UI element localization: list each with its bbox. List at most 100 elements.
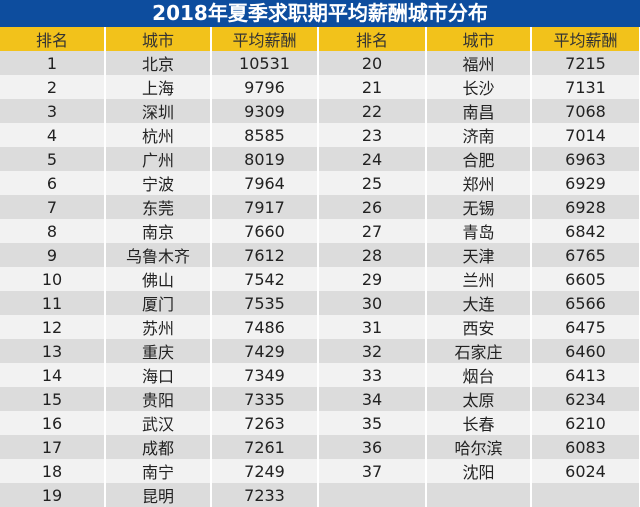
table-row: 13 重庆 7429 32 石家庄 6460 [0, 339, 640, 363]
cell-city: 济南 [426, 123, 532, 147]
cell-salary: 7486 [211, 315, 319, 339]
cell-salary: 6083 [531, 435, 640, 459]
cell-salary: 7263 [211, 411, 319, 435]
cell-rank: 19 [0, 483, 106, 507]
cell-rank: 7 [0, 195, 106, 219]
table-row: 12 苏州 7486 31 西安 6475 [0, 315, 640, 339]
table-row: 1 北京 10531 20 福州 7215 [0, 51, 640, 75]
cell-rank: 34 [318, 387, 427, 411]
cell-city: 苏州 [105, 315, 212, 339]
cell-city: 青岛 [426, 219, 532, 243]
cell-salary: 7660 [211, 219, 319, 243]
cell-rank: 36 [318, 435, 427, 459]
cell-city: 厦门 [105, 291, 212, 315]
cell-city: 长春 [426, 411, 532, 435]
cell-city: 哈尔滨 [426, 435, 532, 459]
header-rank: 排名 [0, 27, 106, 51]
table-row: 9 乌鲁木齐 7612 28 天津 6765 [0, 243, 640, 267]
cell-rank: 6 [0, 171, 106, 195]
cell-salary: 6842 [531, 219, 640, 243]
cell-salary: 7542 [211, 267, 319, 291]
cell-rank: 31 [318, 315, 427, 339]
cell-city: 长沙 [426, 75, 532, 99]
cell-city: 烟台 [426, 363, 532, 387]
cell-city: 深圳 [105, 99, 212, 123]
cell-rank: 23 [318, 123, 427, 147]
cell-salary: 7917 [211, 195, 319, 219]
cell-city: 上海 [105, 75, 212, 99]
table-row: 6 宁波 7964 25 郑州 6929 [0, 171, 640, 195]
cell-salary: 7335 [211, 387, 319, 411]
cell-city: 贵阳 [105, 387, 212, 411]
cell-city: 宁波 [105, 171, 212, 195]
cell-salary: 6210 [531, 411, 640, 435]
cell-city: 广州 [105, 147, 212, 171]
cell-city: 南昌 [426, 99, 532, 123]
cell-rank [318, 483, 427, 507]
cell-salary: 6475 [531, 315, 640, 339]
cell-city: 天津 [426, 243, 532, 267]
cell-rank: 28 [318, 243, 427, 267]
cell-salary: 6928 [531, 195, 640, 219]
cell-salary: 7261 [211, 435, 319, 459]
cell-salary: 6929 [531, 171, 640, 195]
cell-salary: 7429 [211, 339, 319, 363]
cell-salary: 6566 [531, 291, 640, 315]
cell-city: 无锡 [426, 195, 532, 219]
table-row: 3 深圳 9309 22 南昌 7068 [0, 99, 640, 123]
cell-city: 东莞 [105, 195, 212, 219]
table-row: 5 广州 8019 24 合肥 6963 [0, 147, 640, 171]
cell-salary: 7249 [211, 459, 319, 483]
cell-salary: 7964 [211, 171, 319, 195]
header-salary: 平均薪酬 [211, 27, 319, 51]
cell-rank: 12 [0, 315, 106, 339]
cell-rank: 2 [0, 75, 106, 99]
cell-salary: 9309 [211, 99, 319, 123]
cell-rank: 29 [318, 267, 427, 291]
cell-city: 武汉 [105, 411, 212, 435]
cell-rank: 8 [0, 219, 106, 243]
cell-salary: 7233 [211, 483, 319, 507]
cell-rank: 18 [0, 459, 106, 483]
cell-rank: 9 [0, 243, 106, 267]
cell-city: 乌鲁木齐 [105, 243, 212, 267]
cell-city: 大连 [426, 291, 532, 315]
table-row: 2 上海 9796 21 长沙 7131 [0, 75, 640, 99]
cell-salary: 10531 [211, 51, 319, 75]
salary-table: 排名 城市 平均薪酬 排名 城市 平均薪酬 1 北京 10531 20 福州 7215 2 上… [0, 27, 640, 507]
table-row: 16 武汉 7263 35 长春 6210 [0, 411, 640, 435]
table-row: 19 昆明 7233 [0, 483, 640, 507]
cell-rank: 27 [318, 219, 427, 243]
cell-rank: 30 [318, 291, 427, 315]
table-row: 8 南京 7660 27 青岛 6842 [0, 219, 640, 243]
cell-rank: 22 [318, 99, 427, 123]
cell-city: 石家庄 [426, 339, 532, 363]
cell-rank: 21 [318, 75, 427, 99]
header-salary: 平均薪酬 [531, 27, 640, 51]
cell-city: 佛山 [105, 267, 212, 291]
cell-salary: 7131 [531, 75, 640, 99]
cell-salary [531, 483, 640, 507]
cell-salary: 7014 [531, 123, 640, 147]
cell-salary: 6413 [531, 363, 640, 387]
cell-rank: 35 [318, 411, 427, 435]
cell-rank: 14 [0, 363, 106, 387]
table-row: 17 成都 7261 36 哈尔滨 6083 [0, 435, 640, 459]
table-row: 14 海口 7349 33 烟台 6413 [0, 363, 640, 387]
cell-rank: 26 [318, 195, 427, 219]
table-row: 11 厦门 7535 30 大连 6566 [0, 291, 640, 315]
cell-salary: 7068 [531, 99, 640, 123]
cell-city: 杭州 [105, 123, 212, 147]
cell-salary: 6234 [531, 387, 640, 411]
cell-salary: 7535 [211, 291, 319, 315]
header-row: 排名 城市 平均薪酬 排名 城市 平均薪酬 [0, 27, 640, 51]
table-row: 10 佛山 7542 29 兰州 6605 [0, 267, 640, 291]
cell-city: 南宁 [105, 459, 212, 483]
cell-rank: 1 [0, 51, 106, 75]
cell-city: 郑州 [426, 171, 532, 195]
cell-salary: 6024 [531, 459, 640, 483]
cell-rank: 3 [0, 99, 106, 123]
cell-salary: 7215 [531, 51, 640, 75]
cell-salary: 7349 [211, 363, 319, 387]
cell-city: 南京 [105, 219, 212, 243]
